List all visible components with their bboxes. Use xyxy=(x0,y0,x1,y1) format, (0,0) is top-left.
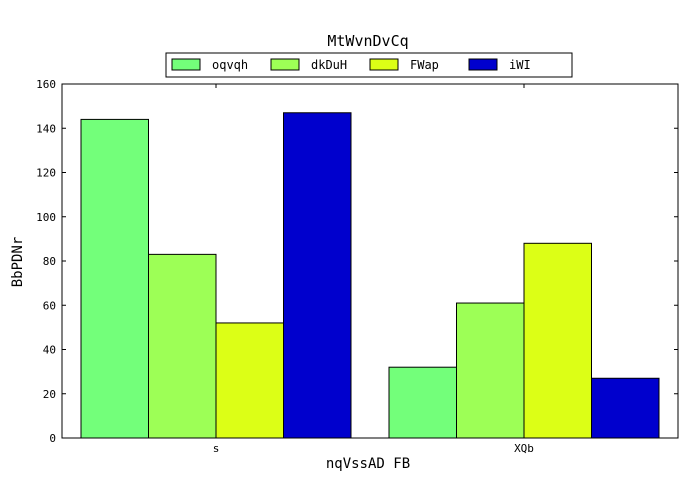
y-axis-label: BbPDNr xyxy=(10,237,26,288)
y-tick-label: 80 xyxy=(43,255,56,268)
legend-swatch-dkDuH xyxy=(270,58,300,71)
bar-FWap-s xyxy=(215,322,284,439)
bar-oqvqh-XQb xyxy=(388,366,457,439)
bar-iWI-XQb xyxy=(591,377,660,439)
y-axis: 0 20 40 60 80 100 120 140 160 xyxy=(36,78,678,445)
chart-title: MtWvnDvCq xyxy=(327,32,408,50)
bar-dkDuH-s xyxy=(148,253,217,439)
bar-FWap-XQb xyxy=(523,242,592,439)
y-tick-label: 160 xyxy=(36,78,56,91)
legend: oqvqh dkDuH FWap iWI xyxy=(165,52,573,78)
y-tick-label: 40 xyxy=(43,344,56,357)
legend-label-iWI: iWI xyxy=(509,58,531,72)
y-tick-label: 140 xyxy=(36,122,56,135)
legend-label-FWap: FWap xyxy=(410,58,439,72)
bar-iWI-s xyxy=(283,112,352,439)
x-axis: s XQb xyxy=(213,84,534,455)
bar-oqvqh-s xyxy=(80,118,149,439)
y-tick-label: 0 xyxy=(49,432,56,445)
x-tick-label: XQb xyxy=(514,442,534,455)
legend-label-oqvqh: oqvqh xyxy=(212,58,248,72)
y-tick-label: 60 xyxy=(43,299,56,312)
x-tick-label: s xyxy=(213,442,220,455)
legend-swatch-FWap xyxy=(369,58,399,71)
y-tick-label: 100 xyxy=(36,211,56,224)
y-tick-label: 120 xyxy=(36,167,56,180)
bars-group xyxy=(80,112,660,439)
legend-swatch-oqvqh xyxy=(171,58,201,71)
y-tick-label: 20 xyxy=(43,388,56,401)
legend-swatch-iWI xyxy=(468,58,498,71)
bar-dkDuH-XQb xyxy=(456,302,525,439)
x-axis-label: nqVssAD FB xyxy=(326,456,410,472)
legend-label-dkDuH: dkDuH xyxy=(311,58,347,72)
legend-box xyxy=(165,52,573,78)
